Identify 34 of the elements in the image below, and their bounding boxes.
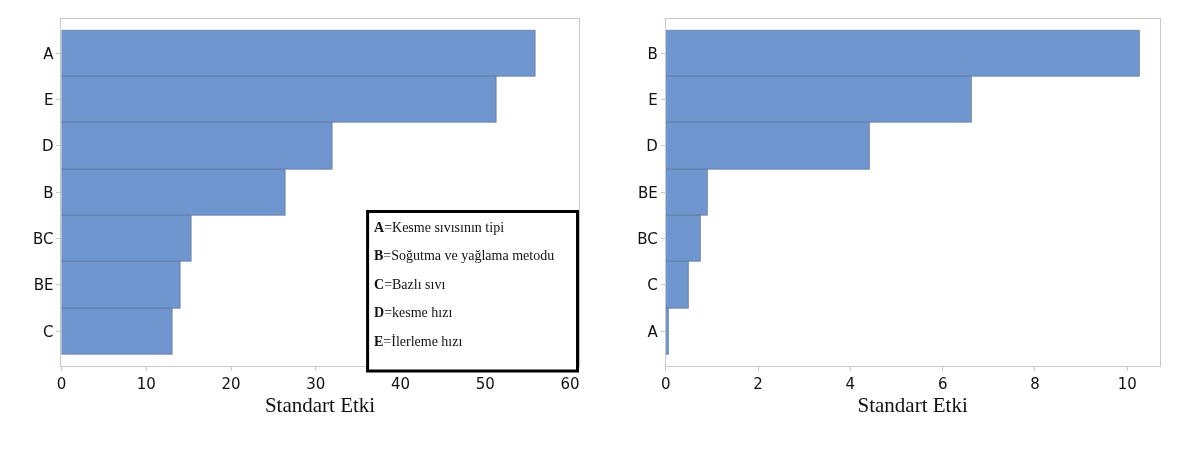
y-tick-label: BC xyxy=(32,229,54,248)
y-tick-label: B xyxy=(43,183,54,202)
x-tick-label: 20 xyxy=(221,375,241,394)
y-tick-label: BE xyxy=(33,276,54,295)
x-tick-label: 4 xyxy=(845,375,856,394)
y-tick-label: A xyxy=(43,44,55,63)
y-tick-label: D xyxy=(646,137,658,156)
x-tick-label: 10 xyxy=(136,375,156,394)
x-axis-title: Standart Etki xyxy=(264,393,376,418)
y-tick-label: E xyxy=(44,90,54,109)
annotation: B=Soğutma ve yağlama metodu xyxy=(374,248,555,263)
x-tick-label: 10 xyxy=(1117,375,1137,394)
x-tick-label: 60 xyxy=(560,375,580,394)
y-tick-label: BE xyxy=(637,183,658,202)
annotation: E=İlerleme hızı xyxy=(374,334,463,349)
y-tick-label: C xyxy=(43,322,54,341)
annotation: C=Bazlı sıvı xyxy=(374,277,446,292)
x-tick-label: 8 xyxy=(1030,375,1040,394)
x-tick-label: 2 xyxy=(753,375,763,394)
y-tick-label: C xyxy=(647,276,658,295)
x-tick-label: 40 xyxy=(391,375,411,394)
x-tick-label: 50 xyxy=(475,375,495,394)
y-tick-label: D xyxy=(41,137,54,156)
y-tick-label: E xyxy=(648,90,658,109)
annotation: D=kesme hızı xyxy=(374,305,453,320)
x-axis-title: Standart Etki xyxy=(857,393,968,418)
y-tick-label: B xyxy=(647,44,658,63)
y-tick-label: BC xyxy=(637,229,658,248)
y-tick-label: A xyxy=(647,322,659,341)
x-tick-label: 6 xyxy=(937,375,948,394)
x-tick-label: 0 xyxy=(660,375,671,394)
x-tick-label: 30 xyxy=(306,375,326,394)
annotation: A=Kesme sıvısının tipi xyxy=(374,220,505,235)
x-tick-label: 0 xyxy=(56,375,67,394)
